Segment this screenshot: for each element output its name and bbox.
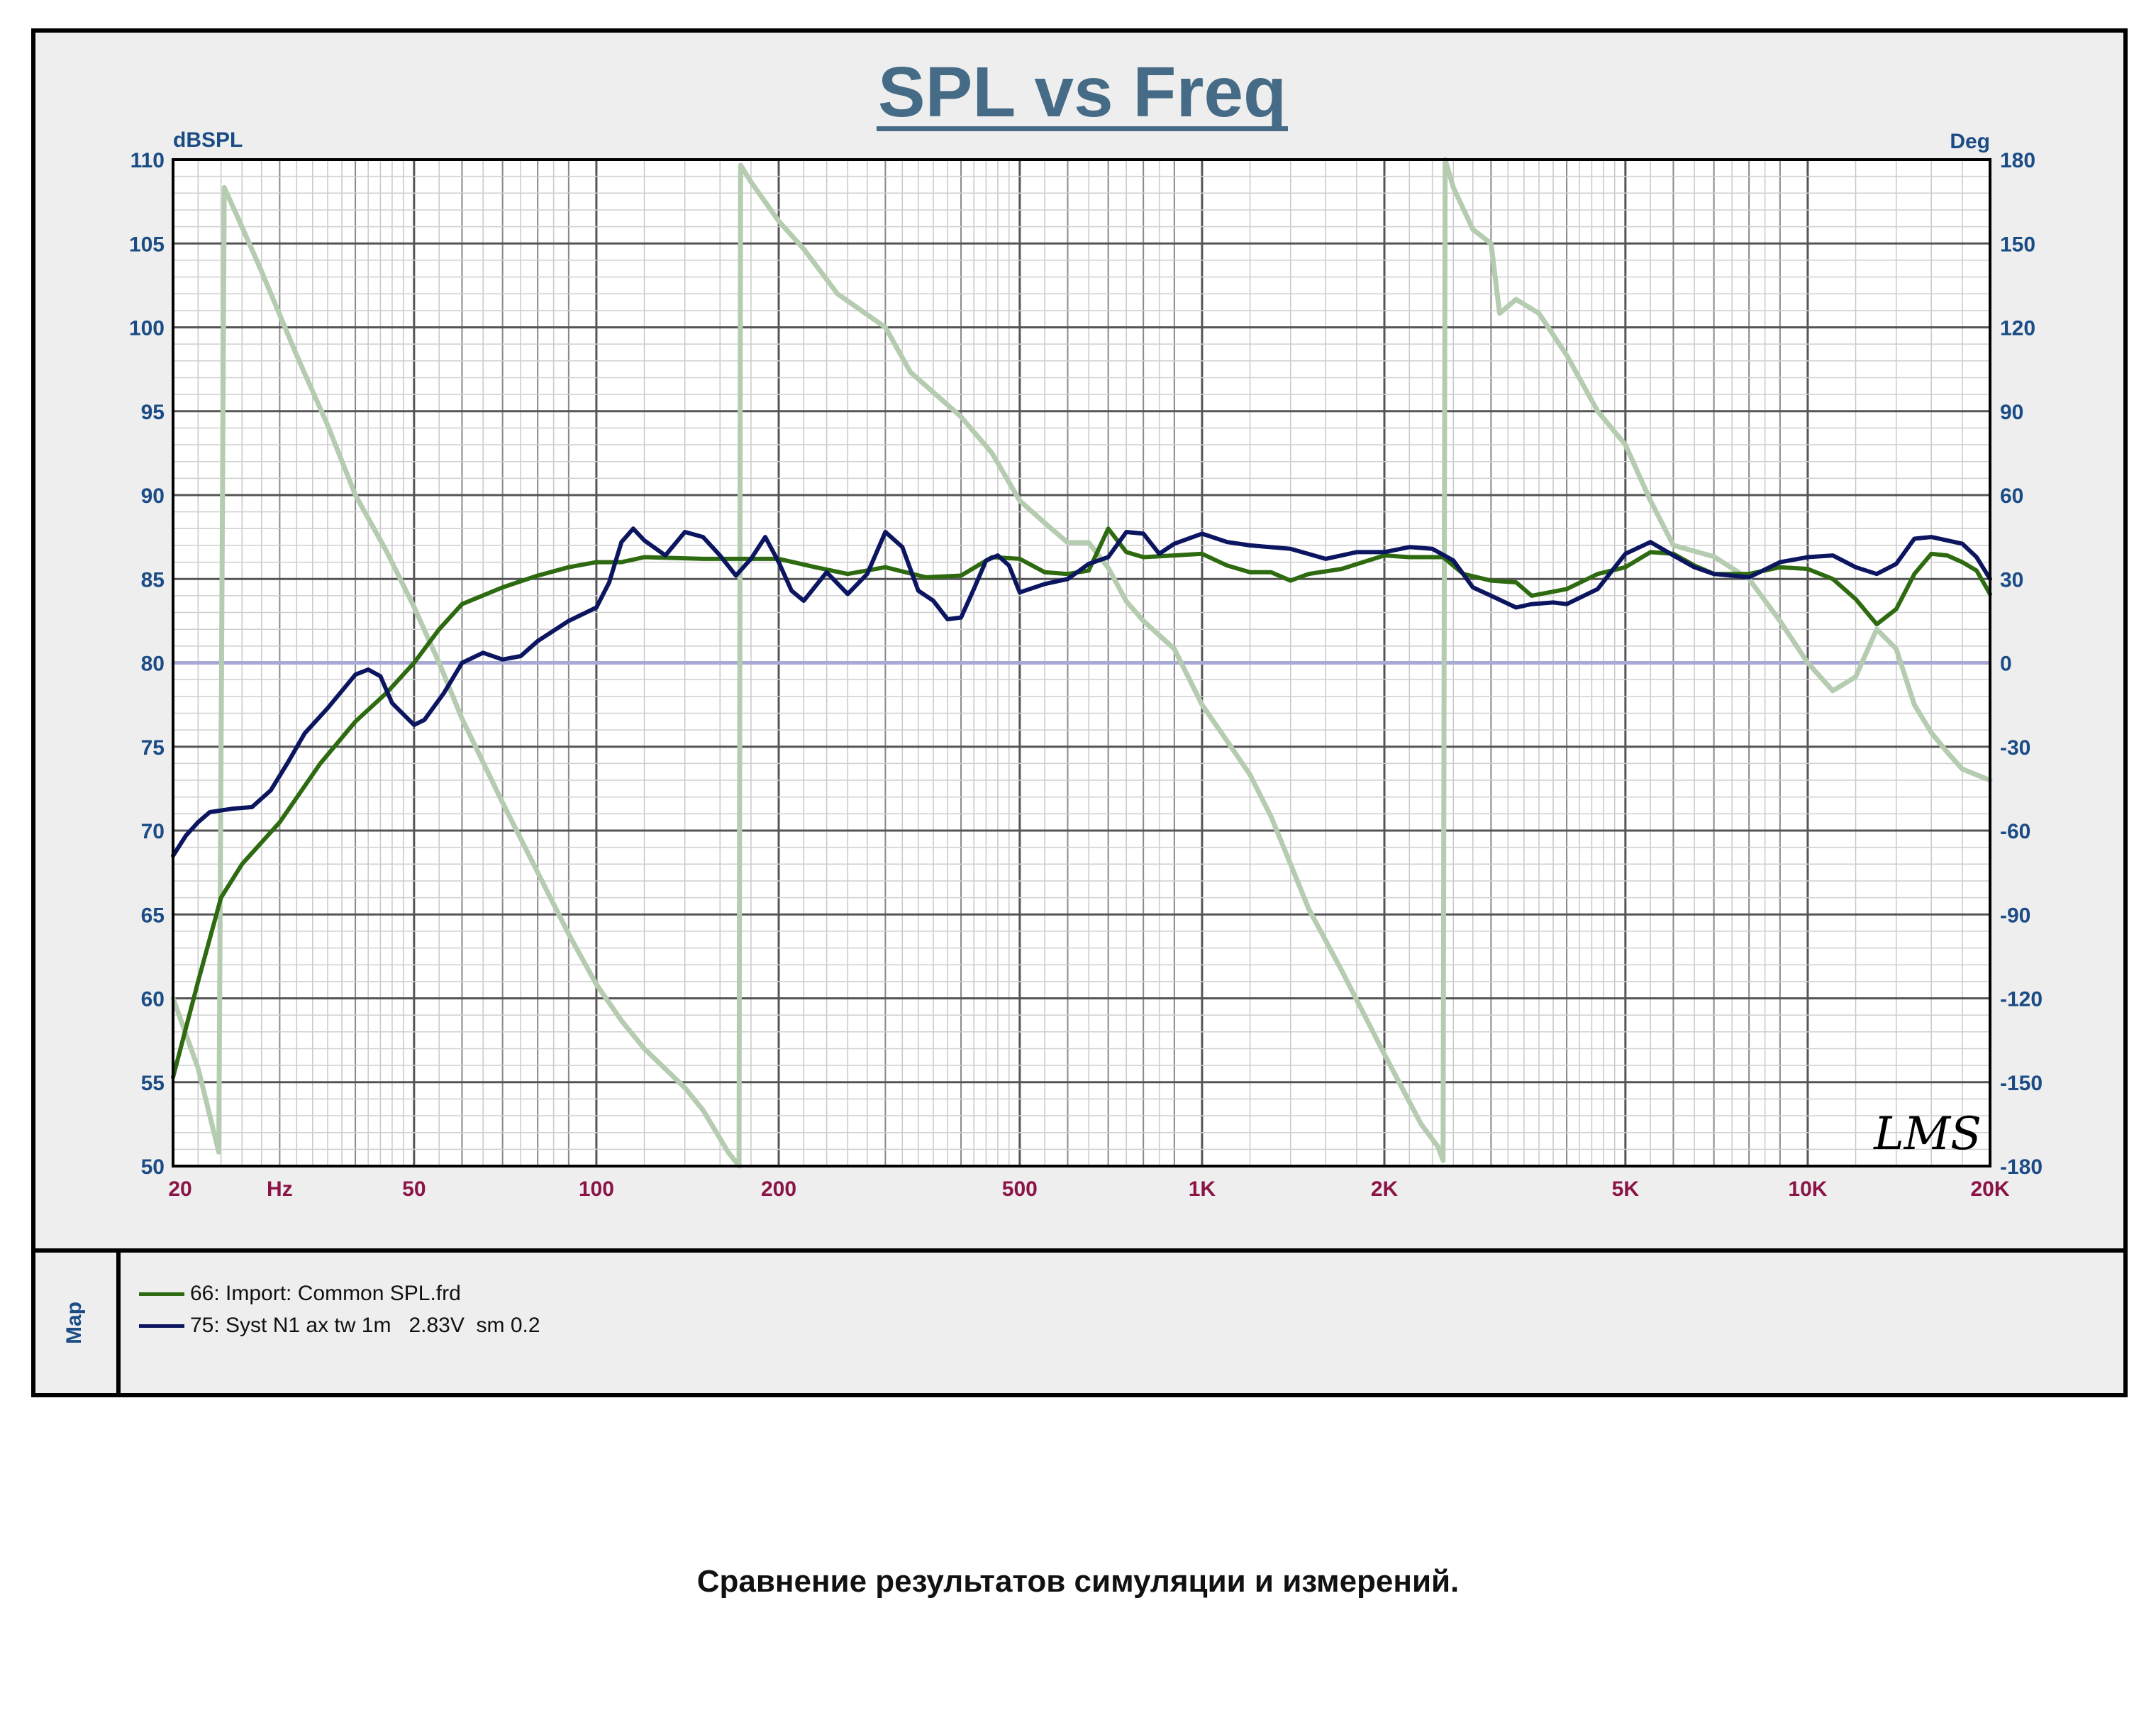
- x-tick-label: 10K: [1788, 1177, 1827, 1201]
- y-right-tick-label: 60: [2000, 484, 2023, 508]
- legend-label-75: 75: Syst N1 ax tw 1m 2.83V sm 0.2: [190, 1314, 540, 1337]
- y-right-tick-label: -150: [2000, 1072, 2043, 1095]
- y-right-tick-label: 180: [2000, 149, 2035, 172]
- y-left-tick-label: 65: [141, 904, 165, 927]
- y-right-tick-label: 0: [2000, 653, 2012, 676]
- y-right-ticks: 180 150 120 90 60 30 0 -30 -60 -90 -120 -150 -180: [2000, 149, 2043, 1179]
- legend-divider: [31, 1248, 2128, 1253]
- y-left-tick-label: 110: [130, 149, 165, 172]
- y-left-tick-label: 80: [141, 653, 165, 676]
- map-tab-label: Map: [62, 1302, 86, 1344]
- x-tick-label: 200: [761, 1177, 796, 1201]
- x-tick-label: 500: [1002, 1177, 1038, 1201]
- y-right-tick-label: -180: [2000, 1155, 2043, 1179]
- series-phase-line: [170, 157, 1993, 1169]
- chart-title-underline: [877, 126, 1288, 131]
- x-tick-label: 20: [168, 1177, 191, 1201]
- y-right-tick-label: 120: [2000, 317, 2035, 340]
- y-left-tick-label: 100: [129, 317, 165, 340]
- x-tick-label: 50: [402, 1177, 426, 1201]
- y-right-tick-label: -60: [2000, 820, 2030, 843]
- plot-border: [172, 158, 1991, 1167]
- y-left-tick-label: 90: [141, 484, 165, 508]
- legend-swatch-66: [139, 1292, 184, 1296]
- chart-title: SPL vs Freq: [878, 52, 1287, 132]
- x-ticks: 20 Hz 50 100 200 500 1K 2K 5K 10K 20K: [168, 1177, 2010, 1201]
- y-right-tick-label: -90: [2000, 904, 2030, 927]
- series-line-75: [171, 526, 1992, 858]
- lms-logo: LMS: [1873, 1108, 1982, 1160]
- y-left-axis-label: dBSPL: [173, 128, 243, 152]
- y-right-axis-label: Deg: [1950, 130, 1990, 153]
- y-left-tick-label: 75: [141, 736, 165, 760]
- y-right-tick-label: 30: [2000, 568, 2023, 592]
- y-right-tick-label: -120: [2000, 988, 2043, 1011]
- map-tab[interactable]: Map: [43, 1263, 106, 1383]
- x-tick-label: 100: [579, 1177, 614, 1201]
- y-right-tick-label: 90: [2000, 401, 2023, 424]
- y-left-tick-label: 50: [141, 1155, 165, 1179]
- x-tick-label: 5K: [1612, 1177, 1640, 1201]
- y-left-tick-label: 95: [141, 401, 165, 424]
- legend-swatch-75: [139, 1324, 184, 1328]
- x-tick-label: 1K: [1189, 1177, 1216, 1201]
- y-left-tick-label: 70: [141, 820, 165, 843]
- figure-caption: Сравнение результатов симуляции и измере…: [696, 1564, 1460, 1599]
- x-tick-label: 2K: [1371, 1177, 1399, 1201]
- x-tick-label: Hz: [267, 1177, 293, 1201]
- series-layer: [170, 157, 1993, 1169]
- lms-logo-text: LMS: [1873, 1108, 1982, 1160]
- y-right-tick-label: -30: [2000, 736, 2030, 760]
- y-left-tick-label: 60: [141, 988, 165, 1011]
- y-left-tick-label: 85: [141, 568, 165, 592]
- legend-item-66[interactable]: 66: Import: Common SPL.frd: [139, 1278, 461, 1309]
- y-left-tick-label: 55: [141, 1072, 165, 1095]
- legend-label-66: 66: Import: Common SPL.frd: [190, 1282, 461, 1305]
- map-divider: [116, 1248, 121, 1397]
- y-left-ticks: 110 105 100 95 90 85 80 75 70 65 60 55 50: [129, 149, 165, 1179]
- y-left-tick-label: 105: [129, 233, 165, 256]
- x-tick-label: 20K: [1970, 1177, 2009, 1201]
- y-right-tick-label: 150: [2000, 233, 2035, 256]
- legend-item-75[interactable]: 75: Syst N1 ax tw 1m 2.83V sm 0.2: [139, 1310, 540, 1341]
- series-line-66: [171, 526, 1992, 1080]
